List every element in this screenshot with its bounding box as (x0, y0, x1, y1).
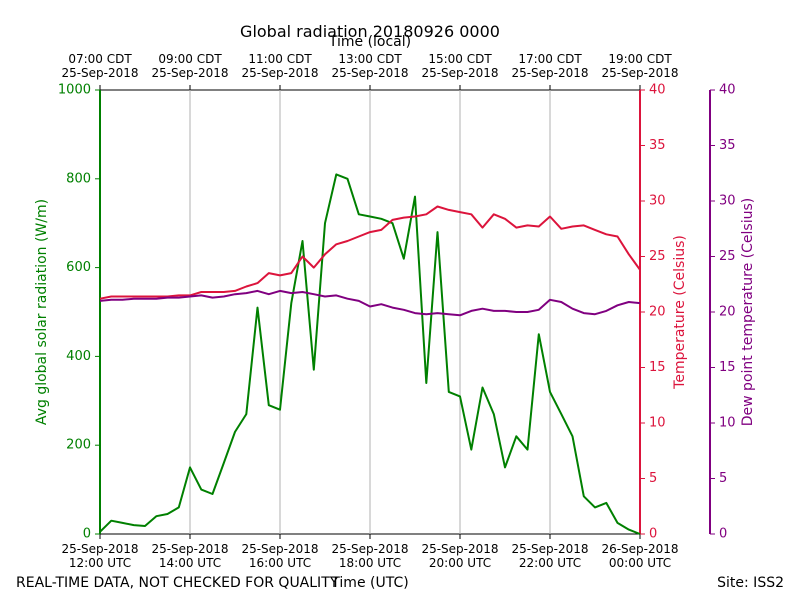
y3-tick-label: 10 (719, 416, 736, 431)
y-label: Avg global solar radiation (W/m) (34, 199, 50, 425)
y3-tick-label: 15 (719, 360, 736, 375)
y-tick-label: 200 (66, 438, 91, 453)
y3-tick-label: 25 (719, 249, 736, 264)
y3-tick-label: 40 (719, 83, 736, 98)
y-tick-label: 600 (66, 260, 91, 275)
y2-label: Temperature (Celsius) (672, 235, 688, 390)
y2-tick-label: 35 (649, 138, 666, 153)
x-top-tick-label: 13:00 CDT 25-Sep-2018 (331, 52, 409, 80)
y3-tick-label: 20 (719, 305, 736, 320)
y-tick-label: 1000 (58, 83, 91, 98)
y2-tick-label: 5 (649, 471, 657, 486)
x-tick-label: 25-Sep-2018 18:00 UTC (331, 542, 409, 570)
y2-tick-label: 30 (649, 194, 666, 209)
x-tick-label: 25-Sep-2018 14:00 UTC (151, 542, 229, 570)
y3-tick-label: 0 (719, 527, 727, 542)
y3-tick-label: 5 (719, 471, 727, 486)
x-tick-label: 25-Sep-2018 12:00 UTC (61, 542, 139, 570)
y2-tick-label: 40 (649, 83, 666, 98)
x-tick-label: 26-Sep-2018 00:00 UTC (601, 542, 679, 570)
x-top-tick-label: 09:00 CDT 25-Sep-2018 (151, 52, 229, 80)
y-tick-label: 0 (83, 527, 91, 542)
y-tick-label: 400 (66, 349, 91, 364)
x-label: Time (UTC) (331, 575, 409, 591)
y3-tick-label: 30 (719, 194, 736, 209)
y2-tick-label: 0 (649, 527, 657, 542)
x-top-tick-label: 19:00 CDT 25-Sep-2018 (601, 52, 679, 80)
y2-tick-label: 15 (649, 360, 666, 375)
y3-tick-label: 35 (719, 138, 736, 153)
series-line (99, 173, 641, 535)
y-tick-label: 800 (66, 171, 91, 186)
x-tick-label: 25-Sep-2018 20:00 UTC (421, 542, 499, 570)
x-tick-label: 25-Sep-2018 16:00 UTC (241, 542, 319, 570)
footer-left: REAL-TIME DATA, NOT CHECKED FOR QUALITY (16, 575, 339, 591)
x-top-tick-label: 11:00 CDT 25-Sep-2018 (241, 52, 319, 80)
x-top-tick-label: 15:00 CDT 25-Sep-2018 (421, 52, 499, 80)
y2-tick-label: 25 (649, 249, 666, 264)
chart-title: Global radiation 20180926 0000 (240, 22, 500, 41)
y2-tick-label: 10 (649, 416, 666, 431)
series-line (99, 205, 641, 300)
footer-right: Site: ISS2 (717, 575, 784, 591)
y2-tick-label: 20 (649, 305, 666, 320)
x-top-tick-label: 17:00 CDT 25-Sep-2018 (511, 52, 589, 80)
x-top-tick-label: 07:00 CDT 25-Sep-2018 (61, 52, 139, 80)
x-tick-label: 25-Sep-2018 22:00 UTC (511, 542, 589, 570)
series-line (99, 289, 641, 317)
y3-label: Dew point temperature (Celsius) (740, 198, 756, 426)
x-top-label: Time (local) (328, 34, 412, 50)
